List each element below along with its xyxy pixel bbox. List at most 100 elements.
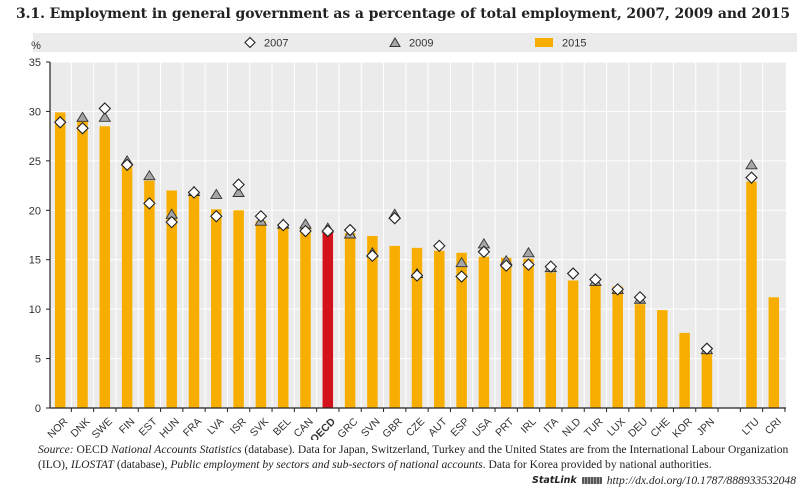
marker-2007-ISR: [232, 178, 245, 191]
source-text-3: (database),: [114, 458, 171, 471]
marker-2007-NLD: [566, 267, 580, 280]
y-tick-label: 20: [29, 205, 41, 217]
bar-2015-GRC: [344, 233, 356, 408]
x-tick-label-SWE: SWE: [90, 416, 115, 440]
bar-2015-LTU: [746, 181, 757, 408]
statlink-url[interactable]: http://dx.doi.org/10.1787/888933532048: [606, 474, 796, 487]
bar-2015-CHE: [657, 310, 668, 408]
x-tick-label-DNK: DNK: [69, 416, 93, 440]
marker-2007-USA: [477, 245, 491, 259]
marker-2007-OECD: [321, 224, 335, 238]
x-tick-label-TUR: TUR: [582, 415, 606, 439]
x-tick-label-NLD: NLD: [560, 415, 584, 439]
bar-2015-OECD: [322, 230, 334, 408]
marker-2007-ITA: [544, 260, 558, 273]
bar-2015-DEU: [634, 304, 646, 408]
x-tick-label-DEU: DEU: [626, 416, 650, 440]
x-tick-label-FIN: FIN: [117, 416, 137, 436]
x-tick-label-PRT: PRT: [493, 415, 517, 439]
marker-2007-LTU: [745, 171, 758, 184]
statlink-icon: [581, 477, 602, 484]
legend-diamond-icon: [244, 36, 256, 49]
source-note: Source: OECD National Accounts Statistic…: [38, 442, 798, 472]
marker-2007-LUX: [611, 283, 624, 296]
marker-2007-GRC: [343, 223, 357, 237]
marker-2007-CZE: [410, 269, 424, 282]
y-tick-label: 25: [29, 156, 41, 168]
x-tick-label-AUT: AUT: [426, 415, 450, 439]
marker-2007-IRL: [522, 258, 535, 271]
marker-2007-AUT: [433, 239, 446, 253]
x-tick-label-CHE: CHE: [648, 416, 672, 440]
x-tick-label-FRA: FRA: [181, 416, 204, 439]
x-tick-label-SVN: SVN: [359, 416, 383, 440]
bar-2015-AUT: [434, 250, 445, 408]
marker-2009-LTU: [745, 158, 758, 170]
x-tick-label-JPN: JPN: [695, 416, 718, 439]
marker-2007-LVA: [210, 209, 223, 223]
y-tick-label: 0: [35, 403, 41, 415]
bar-2015-SVN: [367, 235, 378, 408]
x-tick-label-LTU: LTU: [740, 416, 762, 438]
x-tick-label-CRI: CRI: [763, 416, 784, 437]
bar-2015-EST: [144, 180, 155, 408]
source-database-2: ILOSTAT: [70, 458, 115, 471]
x-tick-label-LUX: LUX: [605, 416, 628, 439]
legend-bar-swatch: [535, 38, 553, 47]
marker-2009-DNK: [76, 111, 89, 122]
bar-2015-CAN: [300, 228, 311, 408]
bar-2015-USA: [478, 256, 490, 408]
bar-2015-KOR: [679, 332, 690, 408]
x-tick-label-ISR: ISR: [228, 415, 249, 436]
marker-2007-FIN: [120, 158, 134, 172]
x-tick-label-OECD: OECD: [308, 415, 338, 440]
bar-2015-SVK: [255, 221, 267, 408]
legend-triangle-icon: [389, 37, 401, 47]
bar-2015-JPN: [701, 351, 713, 408]
bar-2015-LUX: [612, 286, 623, 408]
y-tick-label: 35: [29, 57, 41, 69]
statlink: StatLink http://dx.doi.org/10.1787/88893…: [532, 474, 796, 487]
marker-2007-ESP: [455, 270, 468, 283]
bar-2015-FRA: [188, 195, 200, 408]
bar-2015-FIN: [121, 162, 133, 408]
chart-title: 3.1. Employment in general government as…: [16, 6, 790, 22]
x-tick-label-ITA: ITA: [542, 416, 561, 435]
marker-2009-IRL: [522, 246, 535, 258]
x-tick-label-CZE: CZE: [404, 416, 427, 439]
bar-2015-ITA: [545, 272, 557, 408]
x-tick-label-HUN: HUN: [157, 416, 182, 440]
marker-2007-FRA: [187, 186, 201, 199]
bar-2015-NLD: [567, 280, 579, 408]
marker-2009-SWE: [98, 111, 112, 122]
source-text-2: (database). Data for Japan, Switzerland,…: [38, 443, 789, 471]
y-axis-label: %: [31, 40, 41, 52]
x-tick-label-IRL: IRL: [519, 416, 539, 436]
x-tick-label-KOR: KOR: [670, 415, 695, 440]
bar-2015-NOR: [54, 112, 66, 408]
y-tick-label: 30: [29, 106, 41, 118]
marker-2007-PRT: [499, 259, 513, 272]
x-tick-label-LVA: LVA: [205, 416, 226, 437]
marker-2009-LVA: [209, 188, 223, 199]
bar-2015-IRL: [523, 258, 534, 408]
source-publication: Public employment by sectors and sub-sec…: [170, 458, 483, 471]
bar-2015-ISR: [233, 210, 244, 408]
source-database-1: National Accounts Statistics: [110, 443, 242, 456]
marker-2007-HUN: [165, 215, 178, 229]
x-tick-label-NOR: NOR: [45, 415, 70, 440]
bar-2015-LVA: [211, 209, 222, 408]
bar-2015-CZE: [411, 247, 423, 408]
bar-2015-ESP: [456, 252, 467, 408]
bar-2015-TUR: [590, 284, 601, 408]
y-tick-label: 5: [35, 354, 41, 366]
marker-2007-DNK: [76, 121, 89, 135]
source-label: Source:: [38, 443, 74, 456]
legend-background: [33, 33, 797, 52]
x-tick-label-EST: EST: [137, 415, 160, 438]
bar-2015-SWE: [99, 126, 111, 408]
x-tick-label-ESP: ESP: [448, 416, 471, 439]
marker-2007-BEL: [276, 218, 290, 232]
marker-2007-JPN: [700, 342, 714, 355]
